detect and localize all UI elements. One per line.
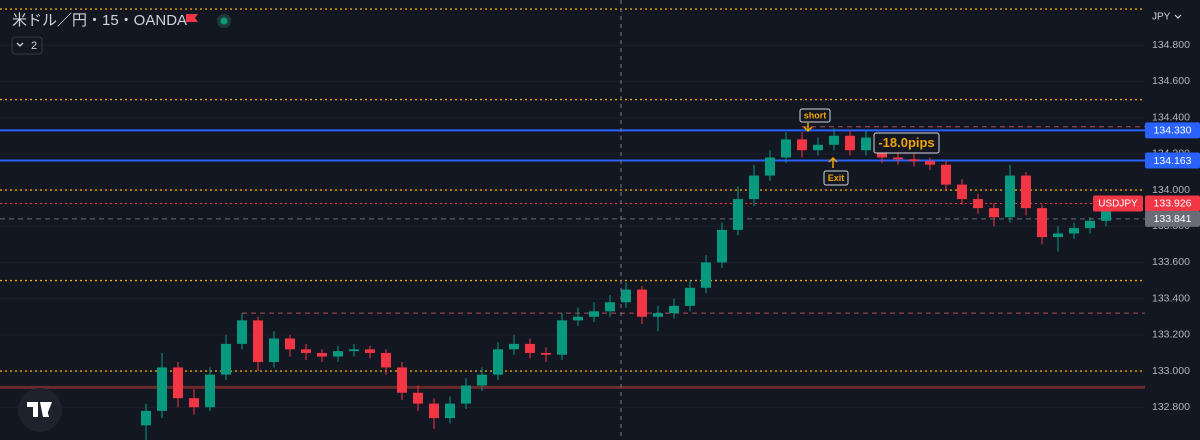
candle-body [973, 199, 983, 209]
symbol-tag-label: USDJPY [1098, 199, 1138, 210]
candle-body [557, 320, 567, 355]
candle-body [333, 351, 343, 357]
y-tick-label: 134.800 [1152, 39, 1190, 51]
candle-body [173, 367, 183, 399]
entry-arrow [803, 123, 813, 133]
y-tick-label: 134.400 [1152, 111, 1190, 123]
candle-body [1101, 203, 1111, 221]
currency-dropdown[interactable] [1174, 14, 1182, 19]
candle-body [285, 338, 295, 350]
price-tag-label: 133.926 [1154, 198, 1192, 210]
exit-box [823, 170, 849, 186]
candle-body [749, 175, 759, 200]
candle-body [813, 144, 823, 151]
candle-body [685, 287, 695, 306]
y-tick-label: 133.600 [1152, 256, 1190, 268]
candle-body [653, 313, 663, 317]
candle-body [989, 208, 999, 218]
candle-body [589, 311, 599, 317]
candle-body [829, 135, 839, 145]
candle-body [669, 305, 679, 314]
result-box [873, 132, 940, 154]
candle-body [301, 349, 311, 353]
candle-body [797, 139, 807, 151]
price-tag [1145, 195, 1200, 212]
candle-body [157, 367, 167, 411]
y-tick-label: 133.200 [1152, 329, 1190, 341]
result-label: -18.0pips [878, 135, 934, 150]
candle-body [1085, 220, 1095, 229]
candle-body [541, 352, 551, 355]
candle-body [845, 135, 855, 151]
candle-body [765, 157, 775, 176]
candle-body [1053, 233, 1063, 238]
candle-body [1069, 228, 1079, 234]
exit-label: Exit [828, 173, 845, 183]
candle-body [461, 385, 471, 404]
candle-body [493, 349, 503, 375]
candle-body [861, 137, 871, 151]
y-tick-label: 134.000 [1152, 184, 1190, 196]
candle-body [509, 343, 519, 350]
candle-body [621, 289, 631, 303]
price-tag [1145, 152, 1200, 169]
candle-body [605, 302, 615, 312]
candle-body [925, 161, 935, 165]
candle-body [381, 352, 391, 368]
candle-body [1037, 208, 1047, 238]
candle-body [141, 410, 151, 426]
y-tick-label: 134.600 [1152, 75, 1190, 87]
candle-body [733, 199, 743, 230]
logo[interactable] [18, 388, 62, 432]
candle-body [909, 159, 919, 162]
price-tag-label: 133.841 [1154, 213, 1192, 225]
candle-body [1005, 175, 1015, 218]
candle-body [717, 229, 727, 263]
candle-body [205, 374, 215, 408]
flag-icon [186, 14, 198, 22]
entry-label: short [804, 110, 827, 120]
candle-body [349, 349, 359, 352]
candle-body [957, 184, 967, 200]
candle-body [477, 374, 487, 386]
price-tag [1145, 122, 1200, 139]
candle-body [189, 398, 199, 408]
candle-body [941, 164, 951, 185]
candle-body [1021, 175, 1031, 209]
candle-body [365, 349, 375, 353]
candle-body [397, 367, 407, 393]
status-dot [220, 17, 228, 25]
indicator-count: 2 [31, 40, 37, 52]
candle-body [525, 343, 535, 353]
price-tag-label: 134.330 [1154, 125, 1192, 137]
candle-body [637, 289, 647, 317]
candle-body [429, 403, 439, 419]
candle-body [237, 320, 247, 344]
logo-mark [27, 402, 52, 417]
chevron [16, 42, 24, 47]
candle-body [413, 392, 423, 404]
candle-body [317, 352, 327, 357]
price-tag-label: 134.163 [1154, 155, 1192, 167]
candle-body [221, 343, 231, 375]
y-tick-label: 132.800 [1152, 401, 1190, 413]
currency-label: JPY [1152, 12, 1171, 23]
symbol-tag [1093, 195, 1143, 212]
price-tag [1145, 210, 1200, 227]
candle-body [269, 338, 279, 362]
candle-body [701, 262, 711, 288]
indicator-toggle[interactable] [11, 36, 43, 55]
y-tick-label: 133.400 [1152, 292, 1190, 304]
candle-body [445, 403, 455, 419]
candle-body [893, 157, 903, 160]
exit-arrow [828, 156, 838, 168]
entry-box [799, 108, 831, 123]
candle-body [253, 320, 263, 362]
candle-body [781, 139, 791, 158]
symbol-title: 米ドル／円・15・OANDA [12, 12, 187, 29]
y-tick-label: 133.000 [1152, 365, 1190, 377]
candle-body [573, 316, 583, 321]
